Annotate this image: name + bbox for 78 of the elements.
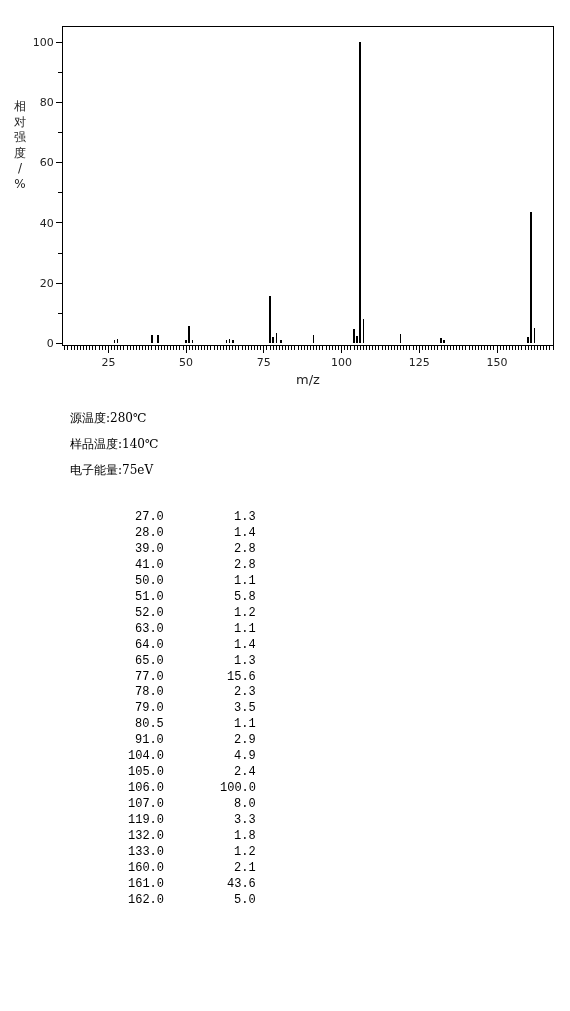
y-tick-label: 100 — [32, 35, 54, 49]
x-tick-label: 125 — [408, 356, 430, 370]
text: 1.3 — [234, 654, 256, 668]
text: 1.4 — [234, 526, 256, 540]
y-tick-label: 80 — [39, 96, 54, 110]
text: 39.0 — [135, 542, 164, 556]
text: 2.9 — [234, 733, 256, 747]
y-axis-title: 相对强度/% — [14, 99, 26, 191]
text: 3.3 — [234, 813, 256, 827]
bar — [440, 338, 442, 343]
text: 50.0 — [135, 574, 164, 588]
text: 119.0 — [128, 813, 165, 827]
x-axis-title: m/z — [296, 371, 321, 387]
text: 106.0 — [128, 781, 165, 795]
bar — [530, 212, 532, 343]
text: 样品温度:140℃ — [70, 437, 159, 451]
text: 78.0 — [135, 685, 164, 699]
bar — [232, 340, 234, 343]
text: 2.3 — [234, 685, 256, 699]
y-tick-label: 20 — [39, 277, 54, 291]
text: 133.0 — [128, 845, 165, 859]
text: 1.2 — [234, 845, 256, 859]
text: 1.4 — [234, 638, 256, 652]
text: 79.0 — [135, 701, 164, 715]
x-tick-label: 25 — [101, 356, 116, 370]
text: 51.0 — [135, 590, 164, 604]
x-tick-label: 100 — [331, 356, 353, 370]
text: 8.0 — [234, 797, 256, 811]
bar — [359, 42, 361, 343]
text: 3.5 — [234, 701, 256, 715]
y-tick-label: 0 — [46, 337, 54, 351]
text: 5.8 — [234, 590, 256, 604]
text: 104.0 — [128, 749, 165, 763]
text: 105.0 — [128, 765, 165, 779]
text: 28.0 — [135, 526, 164, 540]
text: 1.3 — [234, 510, 256, 524]
text: 77.0 — [135, 670, 164, 684]
text: 80.5 — [135, 717, 164, 731]
bar — [353, 329, 355, 343]
text: 4.9 — [234, 749, 256, 763]
bar — [188, 326, 190, 343]
text: 161.0 — [128, 877, 165, 891]
text: 65.0 — [135, 654, 164, 668]
text: 162.0 — [128, 893, 165, 907]
bar — [280, 340, 282, 343]
text: 5.0 — [234, 893, 256, 907]
bar — [443, 340, 445, 343]
text: 91.0 — [135, 733, 164, 747]
text: 107.0 — [128, 797, 165, 811]
bar — [151, 335, 153, 343]
text: 2.8 — [234, 542, 256, 556]
text: 2.1 — [234, 861, 256, 875]
text: 52.0 — [135, 606, 164, 620]
x-tick-label: 150 — [486, 356, 508, 370]
text: 1.1 — [234, 622, 256, 636]
bar — [269, 296, 271, 343]
text: 2.4 — [234, 765, 256, 779]
x-tick-label: 50 — [179, 356, 194, 370]
bar — [157, 335, 159, 343]
y-tick-label: 40 — [39, 216, 54, 230]
text: 100.0 — [220, 781, 257, 795]
text: 64.0 — [135, 638, 164, 652]
text: 源温度:280℃ — [70, 411, 147, 425]
text: 2.8 — [234, 558, 256, 572]
text: 15.6 — [227, 670, 256, 684]
text: 电子能量:75eV — [70, 463, 154, 477]
text: 1.1 — [234, 574, 256, 588]
text: 1.8 — [234, 829, 256, 843]
text: 43.6 — [227, 877, 256, 891]
text: 1.1 — [234, 717, 256, 731]
text: 27.0 — [135, 510, 164, 524]
text: 1.2 — [234, 606, 256, 620]
text: 63.0 — [135, 622, 164, 636]
text: 160.0 — [128, 861, 165, 875]
y-tick-label: 60 — [39, 156, 54, 170]
text: 132.0 — [128, 829, 165, 843]
x-tick-label: 75 — [256, 356, 271, 370]
text: 41.0 — [135, 558, 164, 572]
